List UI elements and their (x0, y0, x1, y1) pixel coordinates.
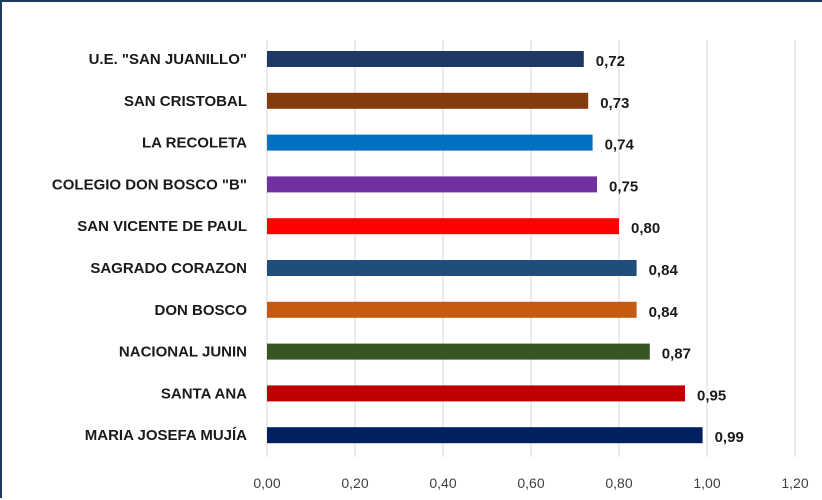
category-label: SANTA ANA (161, 385, 247, 402)
bars (267, 51, 703, 444)
data-label: 0,84 (649, 304, 679, 321)
category-label: NACIONAL JUNIN (119, 344, 247, 361)
category-label: SAGRADO CORAZON (90, 260, 247, 277)
category-label: SAN VICENTE DE PAUL (77, 218, 247, 235)
category-label: LA RECOLETA (142, 135, 247, 152)
category-label: DON BOSCO (154, 302, 247, 319)
bar (267, 134, 593, 151)
data-label: 0,75 (609, 178, 638, 195)
gridlines (266, 40, 796, 457)
data-label: 0,73 (600, 95, 629, 112)
data-label: 0,87 (662, 346, 691, 363)
x-tick-label: 1,00 (693, 475, 720, 491)
x-tick-label: 0,60 (517, 475, 544, 491)
data-label: 0,74 (605, 137, 635, 154)
bar (267, 301, 637, 318)
bar (267, 51, 584, 67)
bar (267, 260, 637, 276)
data-label: 0,72 (596, 53, 625, 70)
data-label: 0,99 (715, 429, 744, 446)
x-tick-label: 1,20 (781, 475, 808, 491)
category-label: U.E. "SAN JUANILLO" (89, 51, 247, 68)
data-label: 0,95 (697, 387, 726, 404)
category-label: SAN CRISTOBAL (124, 93, 247, 110)
data-label: 0,80 (631, 220, 660, 237)
x-tick-label: 0,80 (605, 475, 632, 491)
bar (267, 427, 703, 444)
bar (267, 385, 685, 402)
bar (267, 176, 597, 193)
x-tick-label: 0,40 (429, 475, 456, 491)
x-tick-label: 0,00 (253, 475, 280, 491)
labels: U.E. "SAN JUANILLO" 0,72 SAN CRISTOBAL 0,73… (52, 51, 744, 446)
category-label: MARIA JOSEFA MUJÍA (85, 427, 247, 444)
bar (267, 343, 650, 360)
x-axis-ticks: 0,00 0,20 0,40 0,60 0,80 1,00 1,20 (253, 475, 808, 491)
bar (267, 218, 619, 235)
bar (267, 92, 589, 109)
category-label: COLEGIO DON BOSCO "B" (52, 176, 247, 193)
x-tick-label: 0,20 (341, 475, 368, 491)
data-label: 0,84 (649, 262, 679, 279)
